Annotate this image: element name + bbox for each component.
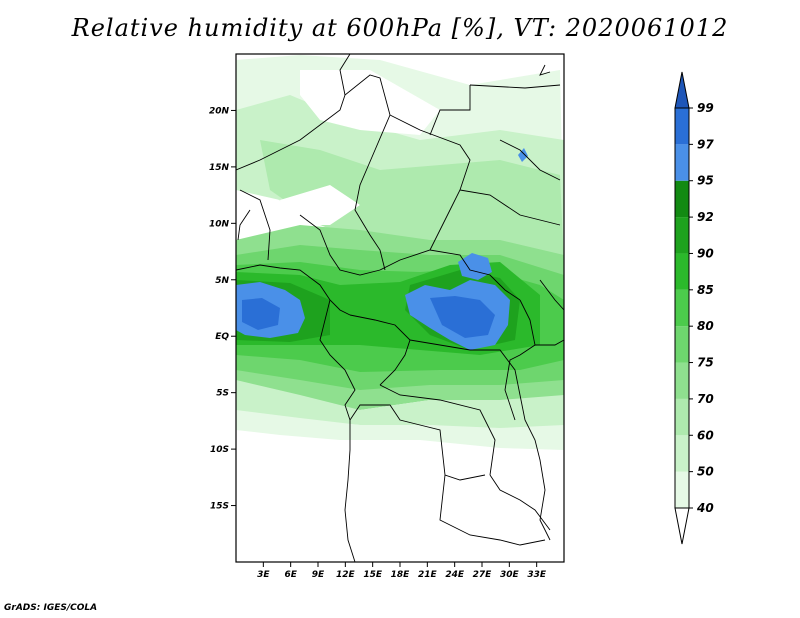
colorbar-label: 99 bbox=[697, 101, 714, 115]
colorbar-min-triangle bbox=[674, 507, 690, 545]
lat-tick-label: 10S bbox=[210, 445, 229, 455]
latitude-axis: 20N 15N 10N 5N EQ 5S 10S 15S bbox=[209, 106, 236, 512]
humidity-contour-south-2 bbox=[236, 410, 564, 450]
colorbar-outline bbox=[674, 107, 690, 509]
humidity-core-central-inner bbox=[430, 296, 495, 338]
lon-tick-label: 6E bbox=[284, 570, 297, 580]
colorbar-label: 80 bbox=[697, 319, 714, 333]
colorbar-label: 92 bbox=[697, 210, 714, 224]
lon-tick-label: 27E bbox=[473, 570, 493, 580]
lon-tick-label: 30E bbox=[500, 570, 520, 580]
colorbar-label: 40 bbox=[696, 501, 714, 515]
colorbar-label: 90 bbox=[697, 246, 714, 260]
lon-tick-label: 3E bbox=[257, 570, 270, 580]
colorbar-segment bbox=[675, 362, 689, 399]
colorbar-segment bbox=[675, 180, 689, 218]
country-borders bbox=[236, 54, 564, 562]
colorbar-label: 85 bbox=[697, 283, 714, 297]
lon-tick-label: 21E bbox=[418, 570, 438, 580]
colorbar-label: 70 bbox=[697, 392, 714, 406]
lon-tick-label: 18E bbox=[391, 570, 411, 580]
lat-tick-label: 15N bbox=[209, 163, 230, 173]
map-title: Relative humidity at 600hPa [%], VT: 202… bbox=[71, 14, 729, 42]
colorbar-segment bbox=[675, 471, 689, 508]
lat-tick-label: 20N bbox=[209, 106, 230, 116]
colorbar-segment bbox=[675, 144, 689, 181]
colorbar-segment bbox=[675, 326, 689, 363]
lat-tick-label: EQ bbox=[215, 332, 229, 342]
colorbar: 40 50 60 70 75 80 85 90 92 95 97 99 bbox=[674, 71, 714, 545]
lon-tick-label: 24E bbox=[445, 570, 465, 580]
humidity-field bbox=[236, 55, 564, 450]
lat-tick-label: 5S bbox=[216, 389, 229, 399]
dry-region-sahara bbox=[300, 70, 440, 135]
humidity-core-ne bbox=[518, 148, 528, 162]
colorbar-segment bbox=[675, 217, 689, 254]
lat-tick-label: 15S bbox=[210, 502, 229, 512]
colorbar-label: 50 bbox=[697, 465, 714, 479]
longitude-axis: 3E 6E 9E 12E 15E 18E 21E 24E 27E 30E 33E bbox=[257, 562, 547, 580]
lat-tick-label: 5N bbox=[215, 276, 229, 286]
humidity-contour-north-3 bbox=[260, 140, 564, 265]
colorbar-label: 60 bbox=[697, 428, 714, 442]
lon-tick-label: 12E bbox=[336, 570, 356, 580]
colorbar-segment bbox=[675, 435, 689, 472]
colorbar-label: 95 bbox=[697, 174, 714, 188]
colorbar-segment bbox=[675, 398, 689, 436]
humidity-contour-south bbox=[236, 380, 564, 430]
grads-credit: GrADS: IGES/COLA bbox=[4, 603, 98, 613]
lat-tick-label: 10N bbox=[209, 219, 230, 229]
lon-tick-label: 33E bbox=[527, 570, 547, 580]
lon-tick-label: 9E bbox=[312, 570, 325, 580]
colorbar-segment bbox=[675, 289, 689, 327]
colorbar-label: 97 bbox=[697, 137, 714, 151]
lon-tick-label: 15E bbox=[363, 570, 383, 580]
colorbar-segment bbox=[675, 253, 689, 290]
colorbar-max-triangle bbox=[674, 71, 690, 109]
colorbar-segment bbox=[675, 108, 689, 145]
humidity-core-west-inner bbox=[242, 298, 280, 330]
colorbar-label: 75 bbox=[697, 356, 714, 370]
